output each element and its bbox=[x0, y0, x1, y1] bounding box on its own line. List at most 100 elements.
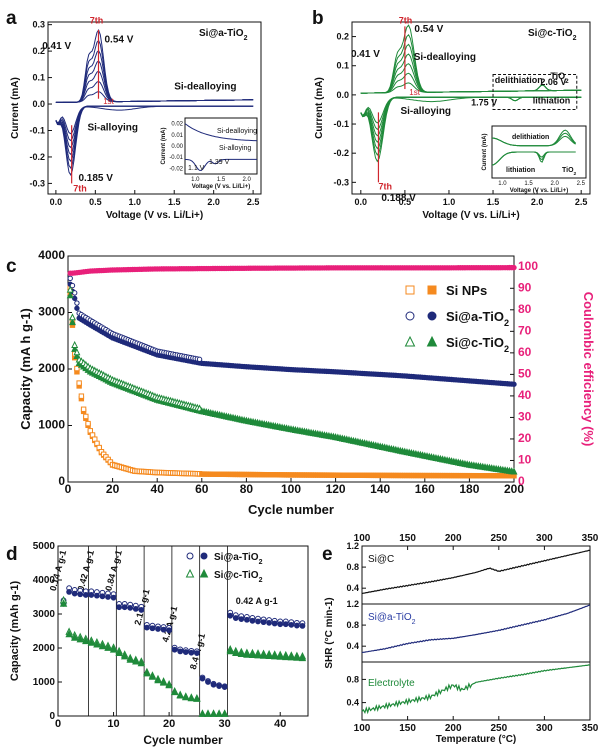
inset-label: Si-alloying bbox=[219, 145, 251, 152]
x-tick-label: 80 bbox=[240, 482, 254, 496]
rate-point bbox=[232, 648, 240, 656]
x-tick-label: 160 bbox=[415, 482, 435, 496]
legend-label: Si@c-TiO2 bbox=[214, 570, 263, 584]
inset-label: 1.1 V bbox=[188, 165, 205, 172]
y-tick-label: 0.4 bbox=[346, 641, 359, 651]
capacity-point bbox=[71, 340, 79, 348]
legend-marker bbox=[405, 311, 415, 321]
rate-point bbox=[121, 604, 128, 611]
rate-point bbox=[149, 625, 156, 632]
rate-point bbox=[143, 668, 151, 677]
x-tick-label: 40 bbox=[151, 482, 165, 496]
panel-letter-d: d bbox=[6, 544, 18, 565]
x-axis-label: Cycle number bbox=[248, 502, 334, 517]
capacity-point bbox=[83, 413, 89, 420]
cycle-label: 7th bbox=[378, 182, 392, 192]
rate-point bbox=[143, 624, 150, 631]
x-tick-label: 180 bbox=[459, 482, 479, 496]
rate-point bbox=[155, 626, 161, 632]
rate-frame bbox=[57, 545, 309, 717]
x-tick-label: 1.0 bbox=[443, 197, 456, 207]
rate-label: 0.42 A g-1 bbox=[76, 549, 96, 592]
rate-point bbox=[177, 648, 184, 655]
capacity-point bbox=[80, 406, 87, 412]
rate-point bbox=[115, 648, 123, 656]
inset-x-tick: 2.5 bbox=[577, 181, 586, 187]
y-tick-label: 3000 bbox=[33, 609, 56, 620]
inset-x-tick: 2.0 bbox=[243, 177, 252, 183]
rate-point bbox=[298, 653, 307, 662]
region-label: Si-dealloying bbox=[174, 81, 236, 92]
rate-point bbox=[138, 607, 145, 613]
y-tick-label: 3000 bbox=[38, 305, 65, 319]
y-tick-label: -0.3 bbox=[29, 178, 45, 188]
x-tick-label: 0.0 bbox=[355, 197, 368, 207]
rate-point bbox=[170, 687, 179, 696]
rate-point bbox=[77, 591, 84, 598]
rate-point bbox=[215, 709, 223, 717]
rate-point bbox=[287, 653, 296, 661]
peak-label: 0.185 V bbox=[78, 173, 113, 184]
x-tick-label: 0 bbox=[55, 718, 61, 730]
rate-point bbox=[277, 621, 284, 628]
inset-y-tick: 0.00 bbox=[171, 144, 183, 150]
rate-point bbox=[259, 651, 268, 659]
rate-point bbox=[132, 657, 140, 665]
rate-point bbox=[248, 650, 257, 659]
legend-marker bbox=[199, 568, 209, 578]
rate-point bbox=[59, 599, 68, 607]
rate-point bbox=[205, 679, 211, 685]
y-right-tick-label: 70 bbox=[518, 323, 532, 337]
legend-marker bbox=[185, 568, 195, 578]
region-label: lithiation bbox=[533, 96, 571, 106]
inset-y-label: Current (mA) bbox=[161, 127, 167, 164]
peak-label: 0.54 V bbox=[104, 35, 133, 46]
y-right-tick-label: 80 bbox=[518, 302, 532, 316]
capacity-point bbox=[74, 305, 80, 311]
x-axis-label: Voltage (V vs. Li/Li+) bbox=[422, 210, 519, 221]
inset-curve bbox=[184, 123, 258, 142]
y-axis-label: SHR (°C min-1) bbox=[324, 597, 335, 668]
capacity-point bbox=[74, 300, 80, 306]
y-right-tick-label: 100 bbox=[518, 259, 538, 273]
capacity-point bbox=[71, 295, 78, 302]
x-tick-label: 0.0 bbox=[50, 197, 63, 207]
capacity-point bbox=[76, 380, 82, 386]
rate-point bbox=[266, 619, 273, 626]
rate-point bbox=[260, 619, 267, 626]
rate-point bbox=[193, 650, 200, 656]
peak-label: 0.54 V bbox=[414, 24, 443, 35]
rate-point bbox=[76, 634, 84, 643]
shr-subpanel-frame bbox=[361, 661, 591, 721]
cycle-label: 1st bbox=[103, 97, 114, 106]
capacity-point bbox=[74, 365, 80, 372]
x-tick-label: 200 bbox=[504, 482, 524, 496]
rate-point bbox=[132, 606, 139, 612]
inset-frame bbox=[184, 117, 258, 175]
rate-point bbox=[160, 626, 167, 633]
inset-label: Si-dealloying bbox=[217, 128, 257, 135]
rate-point bbox=[66, 589, 73, 595]
y-tick-label: 0.4 bbox=[346, 698, 359, 708]
peak-label: 2.06 V bbox=[540, 77, 566, 87]
y-tick-label: 0.2 bbox=[32, 46, 45, 56]
capacity-point bbox=[68, 318, 76, 326]
shr-subpanel-frame bbox=[361, 545, 591, 605]
rate-point bbox=[109, 645, 118, 653]
inset-curve bbox=[185, 158, 257, 172]
rate-point bbox=[232, 615, 239, 621]
rate-point bbox=[188, 649, 195, 656]
x-top-tick-label: 200 bbox=[445, 533, 462, 544]
rate-label: 0.84 A g-1 bbox=[103, 549, 123, 592]
x-tick-label: 30 bbox=[219, 718, 231, 730]
x-top-tick-label: 100 bbox=[354, 533, 371, 544]
y-tick-label: 1000 bbox=[33, 677, 56, 688]
cv-frame bbox=[47, 21, 262, 195]
x-tick-label: 0.5 bbox=[89, 197, 102, 207]
shr-curve bbox=[361, 604, 591, 654]
inset-y-tick: -0.02 bbox=[169, 166, 183, 172]
rate-point bbox=[243, 616, 250, 623]
capacity-point bbox=[71, 290, 78, 296]
inset-x-label: Voltage (V vs. Li/Li+) bbox=[192, 184, 250, 190]
